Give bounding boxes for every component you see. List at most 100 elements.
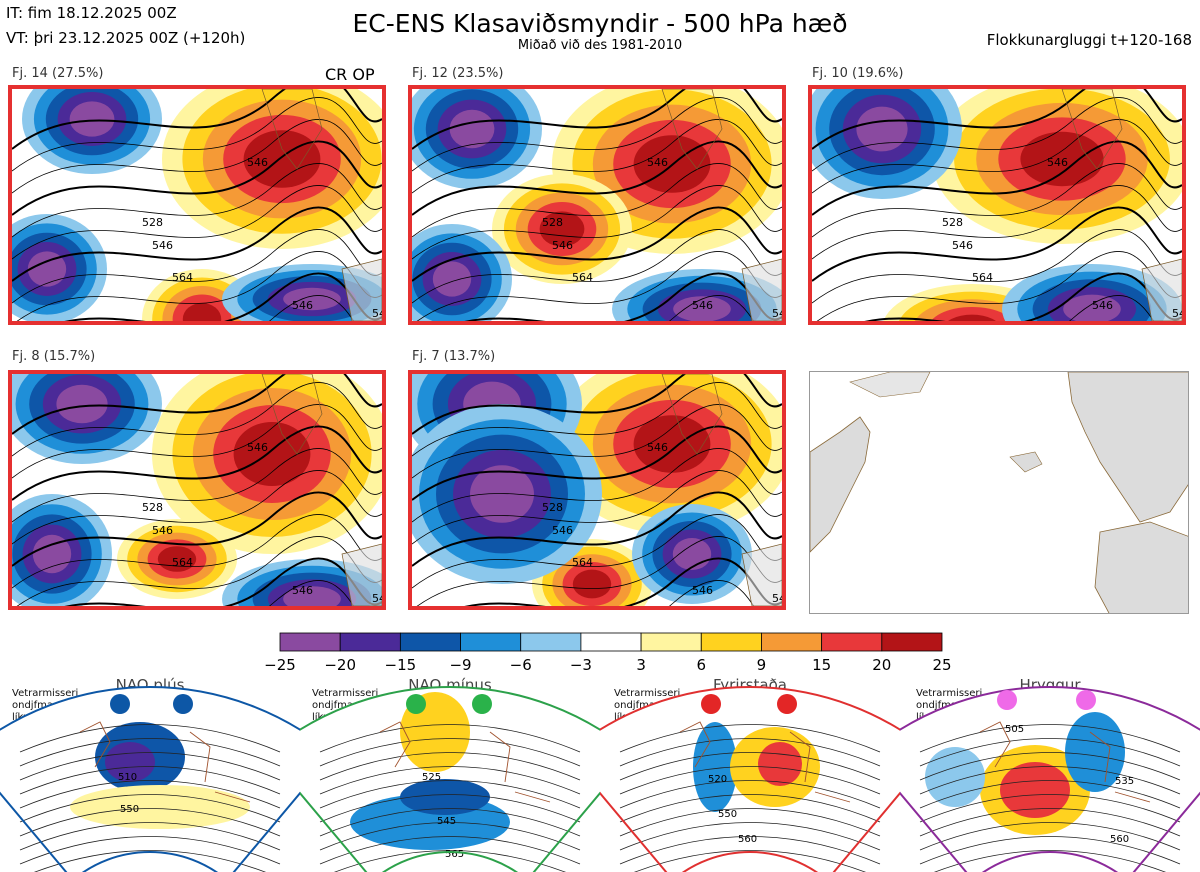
- cluster-label: Fj. 7 (13.7%): [412, 349, 495, 364]
- contour-label: 546: [247, 156, 268, 169]
- cluster-map-2: 528546564546546546: [408, 85, 786, 325]
- iceland-land: [1010, 452, 1042, 472]
- contour-label: 546: [772, 592, 782, 605]
- contour-label: 546: [152, 524, 173, 537]
- regime-contour-label: 545: [437, 816, 456, 827]
- positive-anomaly: [573, 570, 611, 599]
- contour-label: 528: [942, 216, 963, 229]
- regime-contour-label: 565: [445, 849, 464, 860]
- regime-contour-label: 505: [1005, 724, 1024, 735]
- canada-land: [810, 417, 870, 552]
- colorbar-segment: [882, 633, 942, 651]
- colorbar-tick-label: −6: [510, 656, 532, 673]
- colorbar-segment: [822, 633, 882, 651]
- regime-contour-label: 550: [120, 804, 139, 815]
- colorbar-segment: [461, 633, 521, 651]
- colorbar-tick-label: 9: [757, 656, 767, 673]
- base-map: [809, 371, 1189, 614]
- negative-anomaly: [673, 538, 711, 570]
- contour-label: 528: [542, 501, 563, 514]
- regime-contour-label: 510: [118, 772, 137, 783]
- negative-anomaly: [470, 465, 534, 523]
- contour-label: 528: [142, 501, 163, 514]
- regime-anomaly: [758, 742, 802, 786]
- colorbar-segment: [641, 633, 701, 651]
- regime-marker: [472, 694, 492, 714]
- contour-label: 546: [292, 299, 313, 312]
- contour-label: 546: [247, 441, 268, 454]
- cluster-label: Fj. 10 (19.6%): [812, 66, 903, 81]
- contour-label: 528: [542, 216, 563, 229]
- contour-label: 546: [552, 524, 573, 537]
- colorbar-segment: [761, 633, 821, 651]
- contour-label: 546: [647, 441, 668, 454]
- cluster-map-1: 528 546 564 546 546 546: [8, 85, 386, 325]
- regime-marker: [701, 694, 721, 714]
- colorbar-tick-label: 3: [636, 656, 646, 673]
- colorbar-segment: [400, 633, 460, 651]
- colorbar-tick-label: 6: [696, 656, 706, 673]
- europe-land: [1095, 522, 1189, 614]
- contour-label: 546: [552, 239, 573, 252]
- colorbar-segment: [701, 633, 761, 651]
- greenland-land: [1068, 372, 1189, 522]
- colorbar-segment: [521, 633, 581, 651]
- contour-label: 564: [172, 556, 193, 569]
- contour-label: 528: [142, 216, 163, 229]
- regime-map-ridge: 505 535 560: [900, 672, 1200, 872]
- colorbar-segment: [280, 633, 340, 651]
- regime-marker: [110, 694, 130, 714]
- cluster-map-5: 528546564546546546: [408, 370, 786, 610]
- contour-label: 546: [372, 307, 382, 320]
- control-operational-label: CR OP: [325, 65, 375, 84]
- cluster-label: Fj. 8 (15.7%): [12, 349, 95, 364]
- regime-map-nao-plus: 510 550: [0, 672, 300, 872]
- regime-map-nao-minus: 525 545 565: [300, 672, 600, 872]
- negative-anomaly: [433, 261, 471, 296]
- regime-contour-label: 560: [1110, 834, 1129, 845]
- regime-map-blocking: 520 550 560: [600, 672, 900, 872]
- colorbar-segment: [581, 633, 641, 651]
- colorbar-tick-label: 25: [932, 656, 951, 673]
- regime-anomaly: [925, 747, 985, 807]
- contour-label: 546: [372, 592, 382, 605]
- cluster-label: Fj. 14 (27.5%): [12, 66, 103, 81]
- contour-label: 546: [1172, 307, 1182, 320]
- regime-contour-label: 520: [708, 774, 727, 785]
- regime-marker: [406, 694, 426, 714]
- regime-marker: [777, 694, 797, 714]
- contour-label: 546: [952, 239, 973, 252]
- negative-anomaly: [56, 385, 107, 423]
- colorbar-tick-label: −20: [324, 656, 356, 673]
- contour-label: 564: [572, 271, 593, 284]
- contour-label: 546: [1047, 156, 1068, 169]
- contour-label: 564: [972, 271, 993, 284]
- cluster-map-3: 528546564546546546: [808, 85, 1186, 325]
- classification-window: Flokkunargluggi t+120-168: [987, 31, 1192, 49]
- negative-anomaly: [70, 101, 115, 136]
- contour-label: 546: [647, 156, 668, 169]
- colorbar: −25 −20 −15 −9 −6 −3 3 6 9 15 20 25: [0, 625, 1200, 673]
- contour-label: 546: [692, 299, 713, 312]
- colorbar-tick-label: −25: [264, 656, 296, 673]
- colorbar-tick-label: −9: [449, 656, 471, 673]
- contour-label: 546: [292, 584, 313, 597]
- contour-label: 564: [572, 556, 593, 569]
- colorbar-tick-label: 20: [872, 656, 891, 673]
- regime-marker: [997, 690, 1017, 710]
- arctic-islands: [850, 372, 930, 397]
- regime-contour-label: 560: [738, 834, 757, 845]
- colorbar-tick-label: −3: [570, 656, 592, 673]
- regime-anomaly: [1000, 762, 1070, 818]
- colorbar-tick-label: −15: [385, 656, 417, 673]
- regime-contour-label: 535: [1115, 776, 1134, 787]
- regime-contour-label: 525: [422, 772, 441, 783]
- negative-anomaly: [856, 107, 907, 152]
- regime-marker: [173, 694, 193, 714]
- contour-label: 546: [152, 239, 173, 252]
- regime-contour-label: 550: [718, 809, 737, 820]
- contour-label: 564: [172, 271, 193, 284]
- cluster-map-4: 528 546 564 546 546 546: [8, 370, 386, 610]
- cluster-label: Fj. 12 (23.5%): [412, 66, 503, 81]
- colorbar-tick-label: 15: [812, 656, 831, 673]
